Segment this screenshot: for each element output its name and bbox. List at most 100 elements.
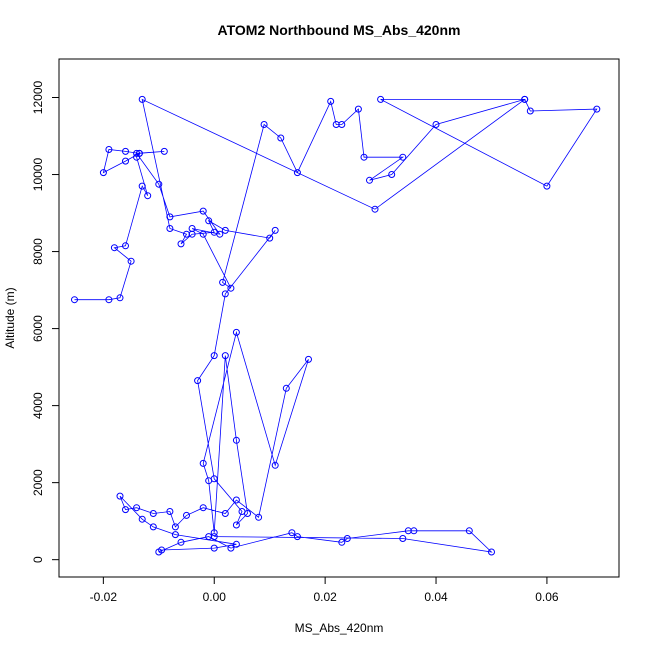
plot-frame	[58, 58, 620, 578]
y-axis: 0 2000 4000 6000 8000 10000 12000	[31, 81, 60, 563]
y-tick-label: 4000	[31, 392, 45, 419]
x-tick-label: -0.02	[90, 590, 118, 604]
chart-title: ATOM2 Northbound MS_Abs_420nm	[218, 22, 461, 38]
data-point	[133, 149, 141, 157]
x-axis: -0.02 0.00 0.02 0.04 0.06	[90, 576, 559, 604]
data-point	[260, 121, 268, 128]
data-point	[338, 121, 346, 128]
data-point	[199, 207, 207, 215]
data-point	[244, 510, 251, 517]
series-line	[74, 98, 598, 553]
data-point	[105, 146, 113, 153]
data-point	[399, 153, 407, 161]
data-point	[210, 529, 218, 537]
data-point	[149, 510, 157, 517]
data-point	[166, 225, 174, 232]
data-point	[410, 527, 418, 535]
data-point	[138, 182, 146, 190]
data-point	[282, 384, 290, 392]
data-point	[388, 171, 396, 178]
data-point	[221, 510, 229, 517]
x-tick-label: 0.00	[203, 590, 227, 604]
data-point	[199, 230, 207, 238]
data-point	[227, 544, 235, 552]
data-point	[221, 226, 229, 234]
data-point	[199, 459, 207, 467]
data-point	[138, 95, 146, 103]
data-point	[171, 531, 179, 539]
y-axis-label: Altitude (m)	[3, 287, 17, 348]
series-layer	[71, 95, 601, 556]
data-point	[110, 244, 118, 252]
data-point	[360, 153, 368, 161]
data-point	[177, 538, 185, 546]
data-point	[255, 513, 263, 521]
y-tick-label: 6000	[31, 315, 45, 342]
data-point	[155, 180, 163, 188]
data-point	[432, 121, 440, 128]
data-point	[221, 290, 229, 298]
data-point	[183, 511, 190, 519]
data-point	[488, 548, 495, 556]
data-point	[149, 523, 157, 531]
y-tick-label: 10000	[31, 158, 45, 192]
data-point	[71, 296, 78, 304]
data-point	[232, 328, 240, 336]
data-point	[327, 97, 335, 105]
data-point	[219, 278, 227, 286]
data-point	[199, 504, 207, 512]
data-point	[371, 205, 379, 213]
data-point	[122, 147, 129, 155]
x-axis-label: MS_Abs_420nm	[295, 621, 384, 635]
data-point	[277, 134, 285, 142]
data-point	[293, 169, 301, 177]
data-point	[122, 157, 129, 165]
data-point	[210, 228, 218, 236]
data-point	[166, 508, 174, 515]
data-point	[288, 529, 296, 537]
data-point	[232, 496, 240, 504]
data-point	[160, 147, 168, 155]
data-point	[122, 506, 129, 514]
x-tick-label: 0.04	[424, 590, 448, 604]
y-tick-label: 12000	[31, 81, 45, 115]
data-point	[122, 242, 129, 250]
data-point	[266, 234, 274, 242]
data-point	[366, 176, 373, 184]
data-point	[177, 240, 185, 248]
data-point	[377, 95, 385, 103]
data-point	[99, 169, 107, 177]
data-point	[338, 538, 346, 546]
data-point	[210, 544, 218, 552]
data-point	[521, 95, 529, 103]
data-point	[116, 492, 124, 500]
data-point	[171, 523, 179, 531]
data-point	[232, 436, 240, 444]
data-point	[210, 533, 218, 541]
data-point	[210, 352, 218, 360]
y-tick-label: 0	[31, 556, 45, 563]
data-point	[543, 182, 551, 190]
data-point	[188, 230, 196, 238]
x-tick-label: 0.02	[313, 590, 337, 604]
data-point	[271, 226, 279, 234]
data-point	[293, 533, 301, 541]
data-point	[593, 105, 601, 113]
data-point	[526, 107, 534, 115]
data-point	[343, 535, 351, 542]
data-point	[465, 527, 473, 535]
y-tick-label: 8000	[31, 238, 45, 265]
data-point	[354, 105, 362, 113]
data-point	[135, 149, 143, 157]
data-point	[271, 461, 279, 469]
data-point	[227, 284, 235, 292]
data-point	[194, 377, 202, 385]
data-point	[221, 352, 229, 360]
data-point	[155, 548, 163, 556]
data-point	[116, 294, 124, 302]
data-point	[105, 296, 113, 304]
x-tick-label: 0.06	[535, 590, 559, 604]
data-point	[127, 257, 135, 265]
data-point	[232, 540, 240, 548]
